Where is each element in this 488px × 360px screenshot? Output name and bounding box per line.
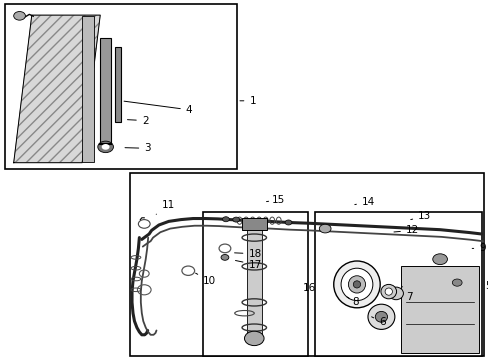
Bar: [5, 4, 237, 169]
Ellipse shape: [341, 268, 372, 301]
Ellipse shape: [375, 311, 387, 322]
Circle shape: [232, 217, 239, 222]
Polygon shape: [14, 15, 100, 163]
Ellipse shape: [352, 281, 360, 288]
Polygon shape: [100, 38, 111, 144]
Text: 8: 8: [346, 297, 358, 307]
Ellipse shape: [347, 276, 365, 293]
Bar: [203, 212, 307, 356]
Text: 1: 1: [240, 96, 256, 106]
Text: 6: 6: [371, 317, 385, 327]
Text: 3: 3: [125, 143, 151, 153]
Text: 18: 18: [234, 249, 261, 259]
Circle shape: [285, 220, 291, 225]
Ellipse shape: [380, 284, 396, 299]
Text: 17: 17: [235, 260, 261, 270]
Text: 2: 2: [127, 116, 148, 126]
Text: 11: 11: [156, 200, 174, 214]
Ellipse shape: [333, 261, 380, 308]
Polygon shape: [246, 223, 261, 338]
Text: 4: 4: [124, 101, 192, 115]
Text: 13: 13: [410, 211, 430, 221]
Circle shape: [451, 279, 461, 286]
Text: 14: 14: [354, 197, 374, 207]
Text: 9: 9: [471, 243, 485, 253]
Text: 12: 12: [393, 225, 418, 235]
Text: 16: 16: [303, 283, 316, 293]
Circle shape: [432, 254, 447, 265]
Ellipse shape: [388, 287, 403, 300]
Polygon shape: [115, 47, 121, 122]
Circle shape: [102, 144, 109, 150]
Text: 10: 10: [195, 273, 216, 286]
Circle shape: [244, 331, 264, 346]
Polygon shape: [400, 266, 478, 353]
Ellipse shape: [367, 304, 394, 329]
Circle shape: [222, 217, 229, 222]
Ellipse shape: [385, 288, 392, 295]
Bar: [315, 212, 481, 356]
Bar: [129, 173, 483, 356]
Circle shape: [14, 12, 25, 20]
Text: 7: 7: [402, 287, 412, 302]
Text: 15: 15: [266, 195, 284, 205]
Circle shape: [98, 141, 113, 153]
Circle shape: [319, 224, 330, 233]
Circle shape: [221, 255, 228, 260]
Polygon shape: [82, 16, 94, 162]
Polygon shape: [242, 218, 266, 230]
Text: 5: 5: [484, 281, 488, 291]
